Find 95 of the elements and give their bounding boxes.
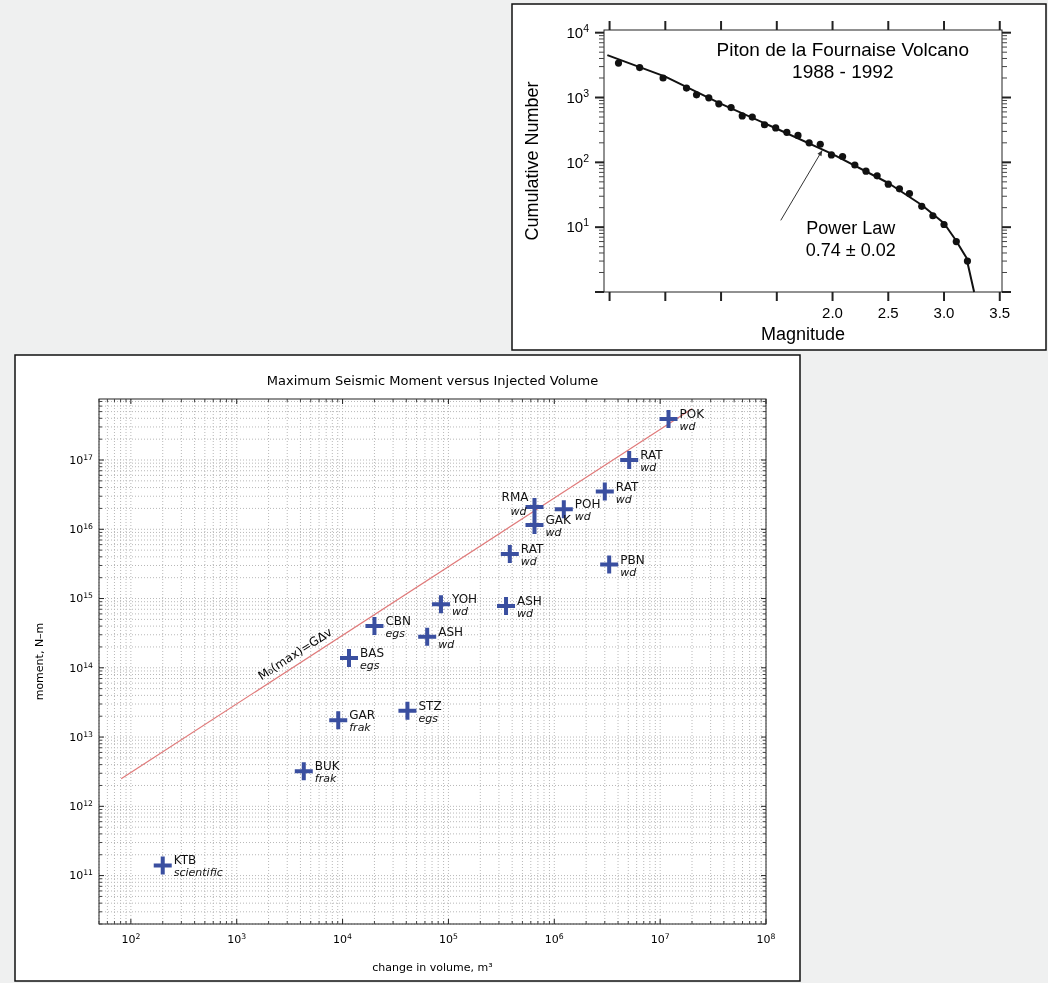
annotation: RAT xyxy=(640,448,664,463)
x-tick-label: 10$^{7}$ xyxy=(650,931,670,946)
annotation: scientific xyxy=(173,866,223,880)
point xyxy=(905,189,914,198)
annotation: Power Law xyxy=(806,218,897,239)
y-tick-label: 10$^{3}$ xyxy=(566,86,590,106)
point xyxy=(838,152,847,161)
point xyxy=(851,161,859,169)
x-tick-label: 3.5 xyxy=(989,304,1011,321)
point xyxy=(884,180,892,188)
annotation: BUK xyxy=(314,759,341,774)
point xyxy=(794,131,802,140)
annotation: wd xyxy=(438,637,456,651)
annotation: PBN xyxy=(620,552,645,567)
annotation: POK xyxy=(679,407,706,422)
text: Piton de la Fournaise Volcano xyxy=(716,39,970,60)
annotation: STZ xyxy=(418,698,442,713)
annotation: wd xyxy=(545,526,563,540)
line-series xyxy=(606,54,976,293)
x-tick-label: 10$^{5}$ xyxy=(438,931,458,946)
annotation: wd xyxy=(517,607,535,621)
x-tick-label: 10$^{6}$ xyxy=(544,931,564,946)
x-tick-label: 10$^{2}$ xyxy=(121,931,141,946)
annotation: YOH xyxy=(450,592,478,607)
point xyxy=(873,172,881,180)
point xyxy=(692,91,701,99)
point xyxy=(952,237,960,246)
text: 1988 - 1992 xyxy=(792,61,894,82)
point xyxy=(918,202,926,210)
annotation: ASH xyxy=(517,594,542,609)
x-axis-title: Magnitude xyxy=(760,324,846,344)
annotation: GAR xyxy=(349,708,376,723)
y-tick-label: 10$^{13}$ xyxy=(69,729,94,744)
chart-title: Maximum Seismic Moment versus Injected Volume xyxy=(266,373,599,388)
annotation: wd xyxy=(620,565,638,579)
point xyxy=(783,128,791,136)
y-tick-label: 10$^{17}$ xyxy=(69,452,94,467)
point xyxy=(816,140,824,148)
annotation: KTB xyxy=(173,853,197,868)
y-tick-label: 10$^{15}$ xyxy=(69,590,94,606)
y-axis-title: moment, N–m xyxy=(33,622,46,701)
point xyxy=(963,257,972,265)
x-tick-label: 3.0 xyxy=(933,304,955,321)
annotation: egs xyxy=(360,659,380,673)
annotation: frak xyxy=(349,721,372,735)
y-tick-label: 10$^{11}$ xyxy=(69,867,94,883)
x-tick-label: 10$^{8}$ xyxy=(756,931,776,946)
y-tick-label: 10$^{2}$ xyxy=(566,151,590,171)
point xyxy=(682,84,691,92)
x-tick-label: 10$^{3}$ xyxy=(227,931,247,946)
annotation: RAT xyxy=(520,541,544,556)
point xyxy=(929,212,937,220)
x-tick-label: 2.0 xyxy=(822,304,843,321)
y-tick-label: 10$^{4}$ xyxy=(566,21,590,41)
annotation: egs xyxy=(418,711,439,725)
annotation: egs xyxy=(385,627,406,641)
point xyxy=(715,100,723,108)
point xyxy=(827,151,836,159)
annotation: wd xyxy=(640,461,658,475)
point xyxy=(940,220,948,229)
annotation: wd xyxy=(574,510,592,524)
annotation: BAS xyxy=(360,646,385,661)
annotation: RMA xyxy=(501,489,530,504)
y-axis-title: Cumulative Number xyxy=(522,81,542,241)
point xyxy=(636,63,644,72)
point xyxy=(614,59,623,67)
y-tick-label: 10$^{12}$ xyxy=(69,798,94,814)
annotation: RAT xyxy=(615,479,639,494)
annotation: frak xyxy=(314,772,337,786)
x-tick-label: 2.5 xyxy=(877,304,899,321)
point xyxy=(738,112,746,120)
y-tick-label: 10$^{16}$ xyxy=(69,521,94,537)
y-tick-label: 10$^{14}$ xyxy=(69,660,94,675)
point xyxy=(705,94,713,102)
annotation: ASH xyxy=(438,624,464,639)
x-tick-label: 10$^{4}$ xyxy=(333,931,353,946)
point xyxy=(727,103,735,112)
annotation: POH xyxy=(574,497,601,512)
point xyxy=(659,74,667,82)
annotation: 0.74 ± 0.02 xyxy=(805,240,896,261)
point xyxy=(805,139,813,147)
y-tick-label: 10$^{1}$ xyxy=(566,216,590,236)
annotation: wd xyxy=(679,420,697,434)
point xyxy=(760,121,769,129)
annotation: wd xyxy=(451,605,469,619)
x-axis-title: change in volume, m³ xyxy=(372,961,493,974)
point xyxy=(895,185,904,193)
annotation: wd xyxy=(510,504,528,518)
annotation: wd xyxy=(520,554,538,568)
point xyxy=(748,113,756,121)
point xyxy=(772,124,780,132)
annotation: CBN xyxy=(385,614,412,629)
annotation: GAK xyxy=(545,513,572,528)
annotation: wd xyxy=(615,492,633,506)
point xyxy=(862,167,870,175)
